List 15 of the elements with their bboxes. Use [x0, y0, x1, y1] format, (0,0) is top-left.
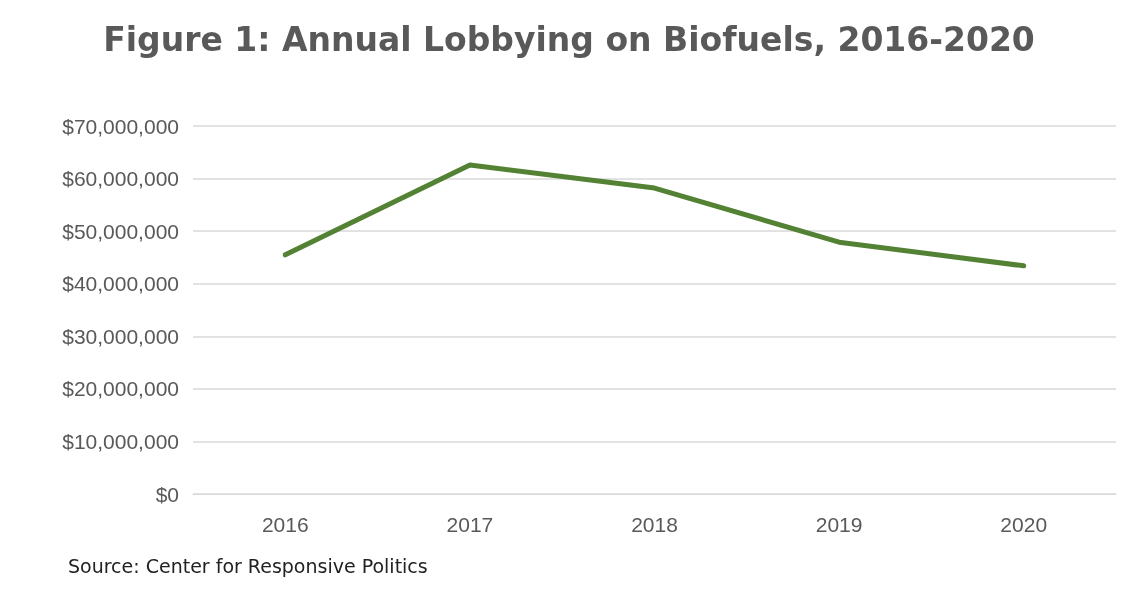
y-tick-label: $10,000,000 — [62, 429, 179, 453]
y-tick-label: $30,000,000 — [62, 324, 179, 348]
x-tick-label: 2017 — [446, 513, 494, 536]
y-tick-label: $70,000,000 — [62, 114, 179, 138]
y-tick-label: $20,000,000 — [62, 377, 179, 401]
x-tick-label: 2016 — [261, 513, 309, 536]
y-tick-label: $40,000,000 — [62, 272, 179, 296]
y-tick-label: $60,000,000 — [62, 167, 179, 191]
y-tick-label: $50,000,000 — [62, 219, 179, 243]
chart-title: Figure 1: Annual Lobbying on Biofuels, 2016-2020 — [103, 20, 1035, 59]
y-tick-label: $0 — [155, 482, 179, 506]
x-tick-label: 2020 — [1000, 513, 1048, 536]
source-note: Source: Center for Responsive Politics — [68, 554, 428, 577]
x-tick-label: 2019 — [815, 513, 863, 536]
x-tick-label: 2018 — [631, 513, 678, 536]
